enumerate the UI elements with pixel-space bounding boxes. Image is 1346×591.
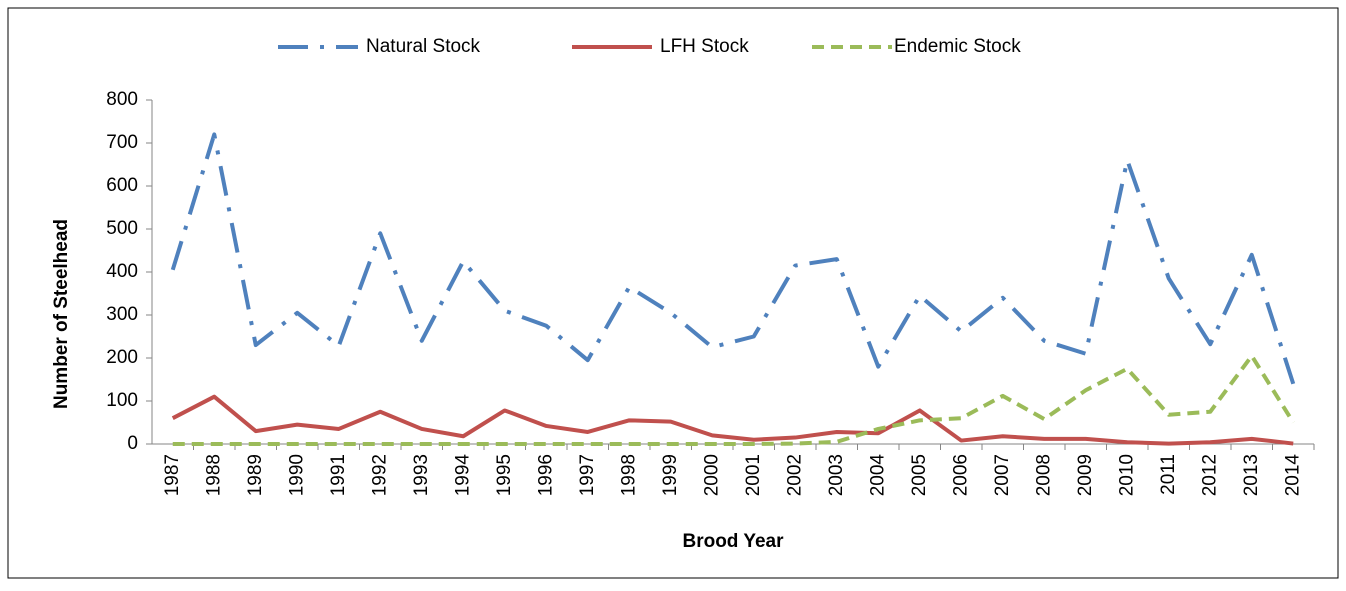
x-tick-label: 2003: [826, 454, 847, 496]
y-tick-label: 800: [106, 89, 138, 110]
x-tick-label: 1998: [618, 454, 639, 496]
legend-label: Endemic Stock: [894, 36, 1021, 57]
y-tick-label: 500: [106, 218, 138, 239]
series-line: [172, 353, 1295, 446]
x-tick-label: 1991: [328, 454, 349, 496]
series-line: [171, 394, 1294, 446]
series-line: [170, 132, 1296, 385]
x-tick-label: 1997: [577, 454, 598, 496]
y-tick-label: 200: [106, 347, 138, 368]
x-tick-label: 2000: [701, 454, 722, 496]
x-tick-label: 1990: [286, 454, 307, 496]
x-tick-label: 2007: [992, 454, 1013, 496]
x-tick-label: 2001: [743, 454, 764, 496]
x-tick-label: 1999: [660, 454, 681, 496]
y-tick-label: 700: [106, 132, 138, 153]
y-axis-title: Number of Steelhead: [51, 219, 72, 409]
x-tick-label: 1987: [162, 454, 183, 496]
x-tick-label: 2010: [1116, 454, 1137, 496]
x-tick-label: 1994: [452, 454, 473, 497]
x-tick-label: 2002: [784, 454, 805, 496]
x-tick-label: 2014: [1282, 454, 1303, 497]
x-tick-label: 1996: [535, 454, 556, 496]
y-tick-label: 600: [106, 175, 138, 196]
x-tick-label: 1993: [411, 454, 432, 496]
y-tick-label: 400: [106, 261, 138, 282]
chart-border: [7, 7, 1339, 579]
y-tick-label: 300: [106, 304, 138, 325]
x-tick-label: 2004: [867, 454, 888, 497]
x-tick-label: 1992: [369, 454, 390, 496]
y-tick-label: 0: [127, 433, 138, 454]
x-tick-label: 1989: [245, 454, 266, 496]
x-axis-title: Brood Year: [682, 531, 784, 552]
x-tick-label: 2008: [1033, 454, 1054, 496]
x-tick-label: 2013: [1241, 454, 1262, 496]
x-tick-label: 2012: [1199, 454, 1220, 496]
x-tick-label: 2005: [909, 454, 930, 496]
y-tick-label: 100: [106, 390, 138, 411]
legend-label: LFH Stock: [660, 36, 749, 57]
x-tick-label: 1988: [203, 454, 224, 496]
x-tick-label: 2006: [950, 454, 971, 496]
x-tick-label: 2011: [1158, 454, 1179, 495]
x-tick-label: 1995: [494, 454, 515, 496]
legend-label: Natural Stock: [366, 36, 481, 57]
x-tick-label: 2009: [1075, 454, 1096, 496]
